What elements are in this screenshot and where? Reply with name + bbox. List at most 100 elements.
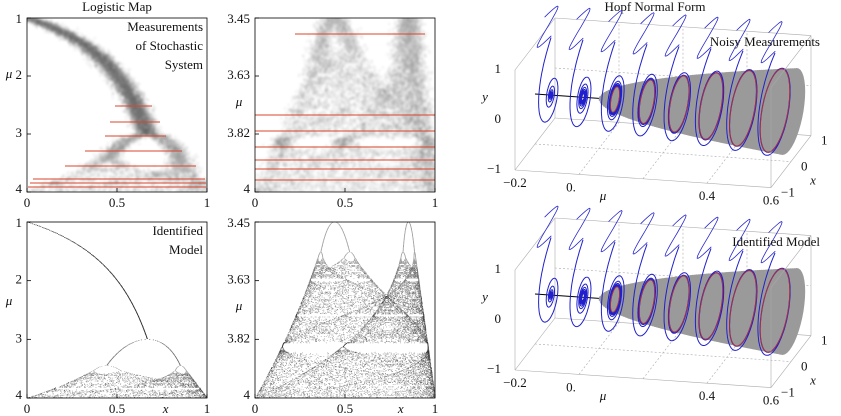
trajectory-tail — [728, 18, 751, 62]
logistic-panel — [27, 18, 207, 192]
x-tick-label: 0. — [566, 379, 576, 394]
annotation: of Stochastic — [135, 38, 203, 53]
x-tick-label: −0.2 — [503, 175, 527, 190]
x-tick-label: 0.5 — [337, 195, 353, 210]
annotation: System — [165, 57, 203, 72]
y-tick-label: 2 — [16, 67, 23, 82]
x-tick-label: 1 — [204, 195, 211, 210]
depth-tick-label: −1 — [781, 385, 795, 400]
y-tick-label: 0 — [495, 311, 502, 326]
annotation: Noisy Measurements — [710, 34, 820, 49]
x-axis-label: μ — [599, 388, 607, 403]
y-tick-label: 4 — [244, 181, 251, 196]
y-tick-label: 1 — [495, 61, 502, 76]
floor-grid — [534, 143, 792, 162]
bifurcation-density — [27, 222, 207, 398]
y-tick-label: 0 — [495, 111, 502, 126]
box-edge — [770, 235, 812, 288]
y-tick-label: 3.45 — [227, 11, 250, 26]
right-title: Hopf Normal Form — [604, 0, 705, 14]
limit-cycle — [668, 275, 690, 333]
limit-cycle-cone — [598, 268, 806, 355]
y-tick-label: 1 — [16, 215, 23, 230]
limit-cycle — [729, 70, 757, 147]
x-tick-label: 1 — [432, 401, 439, 416]
y-tick-label: 3.63 — [227, 272, 250, 287]
x-tick-label: 0 — [24, 195, 31, 210]
limit-cycle — [759, 268, 791, 353]
y-axis-label: μ — [5, 293, 13, 308]
trajectory-tail — [600, 210, 623, 253]
depth-axis-label: x — [809, 373, 816, 388]
bifurcation-density — [257, 222, 435, 398]
depth-tick-label: 0 — [801, 159, 808, 174]
depth-tick-label: 1 — [821, 333, 828, 348]
trajectory-tail — [664, 14, 687, 57]
y-tick-label: 3.82 — [227, 125, 250, 140]
trajectory-tail — [568, 207, 591, 251]
box-edge — [554, 217, 812, 236]
x-axis-label: μ — [599, 188, 607, 203]
limit-cycle — [668, 75, 690, 133]
trajectory-tail — [536, 205, 559, 248]
trajectory-tail — [536, 5, 559, 48]
limit-cycle — [638, 79, 656, 124]
y-tick-label: 3 — [16, 125, 23, 140]
bifurcation-density — [256, 222, 435, 398]
x-tick-label: 0.4 — [699, 188, 716, 203]
annotation: Measurements — [127, 19, 203, 34]
y-tick-label: −1 — [487, 161, 501, 176]
limit-cycle-cone — [598, 68, 806, 155]
x-tick-label: 1 — [204, 401, 211, 416]
x-tick-label: 0.5 — [109, 195, 125, 210]
bifurcation-density — [255, 222, 435, 398]
bifurcation-density — [27, 18, 207, 192]
x-tick-label: 0.4 — [699, 388, 716, 403]
x-tick-label: 0. — [566, 179, 576, 194]
bifurcation-density — [27, 222, 207, 398]
x-tick-label: 0.5 — [337, 401, 353, 416]
trajectory-tail — [632, 212, 655, 255]
bifurcation-density — [27, 222, 207, 398]
left-title: Logistic Map — [82, 0, 152, 14]
logistic-panel — [255, 222, 435, 398]
logistic-panel — [27, 222, 207, 398]
bifurcation-density — [27, 222, 207, 398]
trivial-axis — [534, 293, 600, 299]
limit-cycle — [610, 86, 620, 113]
x-tick-label: 0 — [252, 401, 259, 416]
trajectory — [569, 39, 592, 128]
bifurcation-density — [256, 222, 435, 398]
trajectory-tail — [760, 21, 783, 64]
depth-tick-label: 0 — [801, 359, 808, 374]
x-tick-label: 0 — [24, 401, 31, 416]
y-tick-label: 3 — [16, 330, 23, 345]
trivial-axis — [534, 93, 600, 99]
depth-tick-label: 1 — [821, 133, 828, 148]
x-tick-label: 0 — [252, 195, 259, 210]
y-axis-label: μ — [5, 66, 13, 81]
x-axis-label: x — [397, 401, 404, 416]
limit-cycle — [698, 72, 724, 140]
y-axis-label: y — [480, 89, 488, 104]
x-tick-label: 0.6 — [763, 193, 780, 208]
depth-tick-label: −1 — [781, 185, 795, 200]
logistic-panel — [255, 18, 435, 192]
limit-cycle — [729, 270, 757, 347]
limit-cycle — [638, 279, 656, 324]
x-tick-label: 0.6 — [763, 393, 780, 408]
trajectory-tail — [632, 12, 655, 55]
x-tick-label: 0.5 — [109, 401, 125, 416]
trajectory — [538, 37, 559, 123]
box-edge — [554, 17, 812, 36]
x-tick-label: −0.2 — [503, 375, 527, 390]
trajectory-tail — [760, 221, 783, 264]
y-tick-label: 2 — [16, 272, 23, 287]
trajectory-tail — [568, 7, 591, 51]
y-tick-label: 3.45 — [227, 215, 250, 230]
annotation: Model — [169, 242, 203, 257]
box-edge — [514, 217, 556, 271]
y-tick-label: 1 — [16, 11, 23, 26]
y-tick-label: 3.63 — [227, 67, 250, 82]
